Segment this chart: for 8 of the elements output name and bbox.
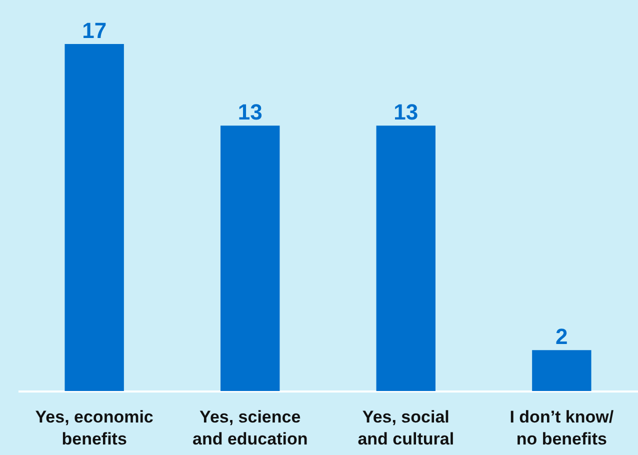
x-tick-label: Yes, social and cultural	[358, 408, 454, 448]
data-label: 13	[394, 100, 418, 125]
x-tick-label: Yes, economic benefits	[35, 408, 154, 448]
x-tick-label: Yes, science and education	[192, 408, 308, 448]
data-label: 2	[556, 324, 568, 350]
data-label: 13	[238, 100, 262, 125]
x-tick-label: I don’t know/ no benefits	[510, 408, 614, 448]
data-label: 17	[82, 18, 107, 43]
